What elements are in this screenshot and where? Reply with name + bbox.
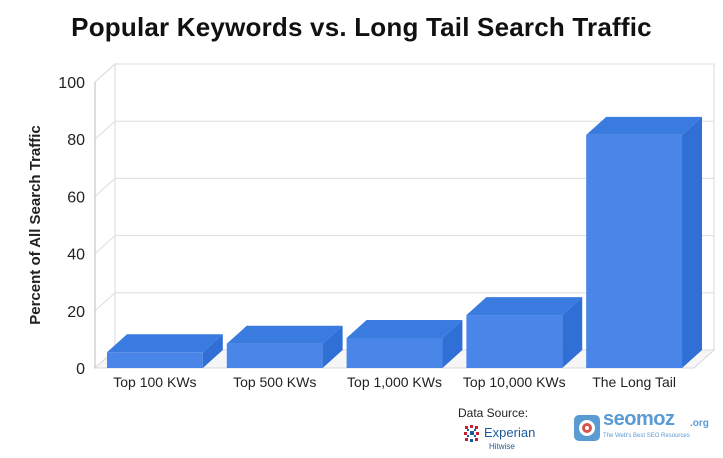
experian-dots-icon xyxy=(464,425,479,442)
seomoz-name: seomoz xyxy=(603,408,675,430)
bar-top xyxy=(586,116,703,135)
bar-side xyxy=(682,116,703,368)
chart-title: Popular Keywords vs. Long Tail Search Tr… xyxy=(71,12,652,42)
bar xyxy=(226,325,343,368)
labels-layer: 0 20 40 60 80 100 Top 100 KWs Top 500 KWs Top 1,… xyxy=(58,75,676,390)
y-tick-label: 20 xyxy=(67,304,85,321)
bar xyxy=(466,297,583,368)
x-category-label: Top 1,000 KWs xyxy=(347,374,442,390)
bar-front xyxy=(466,315,563,368)
experian-name: Experian xyxy=(484,425,536,440)
seomoz-logo: seomoz .org The Web's Best SEO Resources xyxy=(573,408,713,446)
seomoz-badge-icon xyxy=(574,415,600,441)
bar-top xyxy=(226,325,343,344)
bar-top xyxy=(466,297,583,316)
data-source-label: Data Source: xyxy=(458,406,529,420)
experian-subtitle: Hitwise xyxy=(489,442,515,451)
bar-front xyxy=(346,337,443,368)
bar-side xyxy=(442,319,463,368)
y-tick-label: 60 xyxy=(67,189,85,206)
gridline-side xyxy=(94,178,116,197)
y-tick-label: 80 xyxy=(67,132,85,149)
x-category-label: Top 100 KWs xyxy=(113,374,196,390)
gridline-side xyxy=(94,120,116,140)
gridline-side xyxy=(94,63,116,83)
bar-front xyxy=(586,134,683,368)
bar xyxy=(586,116,703,368)
bar-front xyxy=(226,343,323,368)
experian-logo: Experian Hitwise xyxy=(463,424,553,454)
gridline-side xyxy=(94,292,116,312)
bar-side xyxy=(562,297,583,368)
gridline-side xyxy=(94,235,116,254)
seomoz-tld: .org xyxy=(690,418,709,429)
y-tick-label: 0 xyxy=(76,361,85,378)
y-axis-label: Percent of All Search Traffic xyxy=(27,125,44,325)
seomoz-tagline: The Web's Best SEO Resources xyxy=(603,433,690,439)
bar-top xyxy=(106,334,223,353)
y-tick-label: 100 xyxy=(58,75,85,92)
x-category-label: Top 500 KWs xyxy=(233,374,316,390)
x-category-label: The Long Tail xyxy=(592,374,676,390)
bar xyxy=(346,319,463,368)
plot-side-wall xyxy=(94,62,116,370)
bars-layer xyxy=(106,116,703,368)
bar-side xyxy=(322,325,343,368)
y-tick-label: 40 xyxy=(67,247,85,264)
bar-side xyxy=(202,334,223,368)
x-category-label: Top 10,000 KWs xyxy=(463,374,566,390)
bar-top xyxy=(346,319,463,338)
bar-front xyxy=(106,352,203,368)
bar xyxy=(106,334,223,368)
